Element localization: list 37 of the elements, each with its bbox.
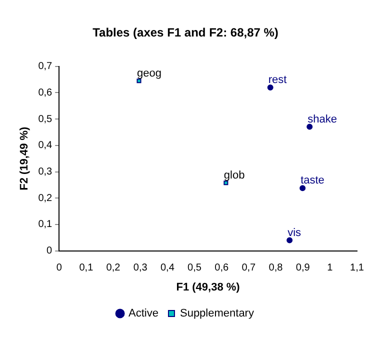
annotation: glob <box>224 169 245 182</box>
y-tick-label: 0,2 <box>38 192 53 204</box>
annotation: vis <box>288 226 302 239</box>
y-axis-title: F2 (19,49 %) <box>18 126 31 190</box>
annotation: taste <box>300 174 324 187</box>
y-tick-label: 0,3 <box>38 166 53 178</box>
point <box>136 78 142 84</box>
annotation: geog <box>136 67 162 80</box>
point <box>286 237 293 244</box>
y-tick-label: 0,4 <box>38 140 53 152</box>
x-tick-label: 0,5 <box>188 262 202 274</box>
point <box>267 84 274 90</box>
y-tick-label: 0,1 <box>38 219 53 230</box>
x-tick-label: 0,2 <box>106 262 121 274</box>
point <box>224 180 228 186</box>
x-tick-label: 0 <box>56 262 62 274</box>
point <box>300 185 306 192</box>
x-tick-label: 0,6 <box>214 262 229 274</box>
x-tick-label: 1,1 <box>350 262 364 274</box>
x-tick-label: 1 <box>327 262 334 274</box>
annotation: shake <box>308 113 337 126</box>
chart-title: Tables (axes F1 and F2: 68,87 %) <box>92 26 278 40</box>
x-tick-label: 0,8 <box>268 262 284 274</box>
y-tick-label: 0 <box>46 246 53 257</box>
y-tick-label: 0,6 <box>38 87 53 98</box>
legend-label: Supplementary <box>180 308 254 320</box>
x-axis-title: F1 (49,38 %) <box>176 281 240 294</box>
point <box>306 124 313 130</box>
x-tick-label: 0,1 <box>79 262 94 274</box>
x-tick-label: 0,7 <box>242 262 256 274</box>
x-tick-label: 0,3 <box>133 262 148 274</box>
legend-label: Active <box>128 308 158 320</box>
x-tick-label: 0,9 <box>296 262 310 274</box>
annotation: rest <box>268 74 287 86</box>
y-tick-label: 0,7 <box>38 61 53 72</box>
x-tick-label: 0,4 <box>160 262 175 274</box>
y-tick-label: 0,5 <box>38 114 53 125</box>
